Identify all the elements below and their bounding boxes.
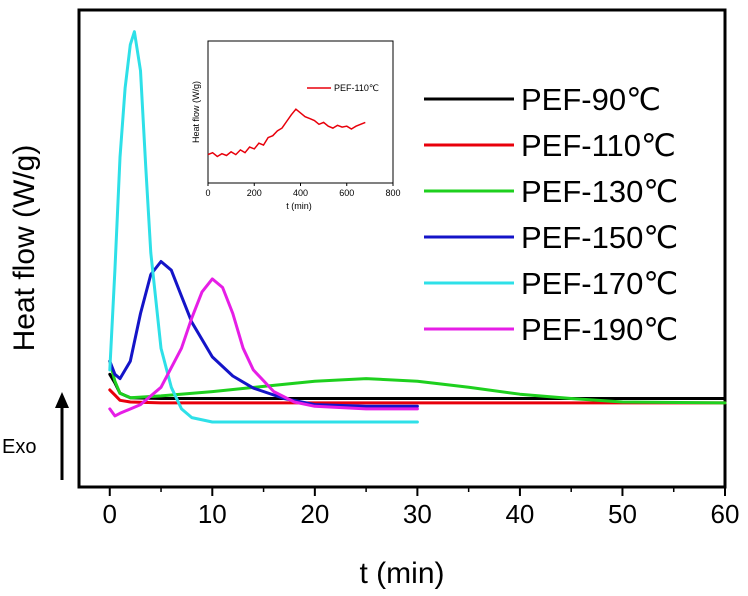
legend-label: PEF-90℃ <box>521 82 661 117</box>
series-line-5 <box>108 277 419 418</box>
inset-x-tick-label: 0 <box>205 188 210 198</box>
x-tick-label: 20 <box>300 499 329 529</box>
inset-y-axis-title: Heat flow (W/g) <box>191 81 201 143</box>
legend-label: PEF-150℃ <box>521 220 678 255</box>
exo-arrow-head <box>55 392 69 408</box>
x-tick-label: 60 <box>711 499 740 529</box>
inset-legend-label: PEF-110℃ <box>334 83 379 93</box>
series-line-4 <box>108 30 419 424</box>
inset-x-tick-label: 200 <box>247 188 262 198</box>
inset-series-line <box>207 108 366 158</box>
series-line-1 <box>108 388 727 405</box>
series-line-0 <box>108 372 727 400</box>
series-line-2 <box>108 359 727 405</box>
x-tick-label: 0 <box>103 499 117 529</box>
x-tick-label: 50 <box>608 499 637 529</box>
x-tick-label: 10 <box>198 499 227 529</box>
x-tick-label: 30 <box>403 499 432 529</box>
legend-label: PEF-110℃ <box>521 128 676 163</box>
x-tick-label: 40 <box>505 499 534 529</box>
inset-x-axis-title: t (min) <box>286 201 312 211</box>
inset-x-tick-label: 800 <box>385 188 400 198</box>
inset-x-tick-label: 600 <box>339 188 354 198</box>
y-axis-title: Heat flow (W/g) <box>8 145 41 352</box>
legend-label: PEF-170℃ <box>521 266 678 301</box>
legend-label: PEF-130℃ <box>521 174 678 209</box>
plot-frame <box>77 8 727 489</box>
legend-label: PEF-190℃ <box>521 312 678 347</box>
exo-label: Exo <box>2 436 36 458</box>
x-axis-title: t (min) <box>360 557 445 590</box>
inset-x-tick-label: 400 <box>293 188 308 198</box>
series-line-3 <box>108 260 419 408</box>
